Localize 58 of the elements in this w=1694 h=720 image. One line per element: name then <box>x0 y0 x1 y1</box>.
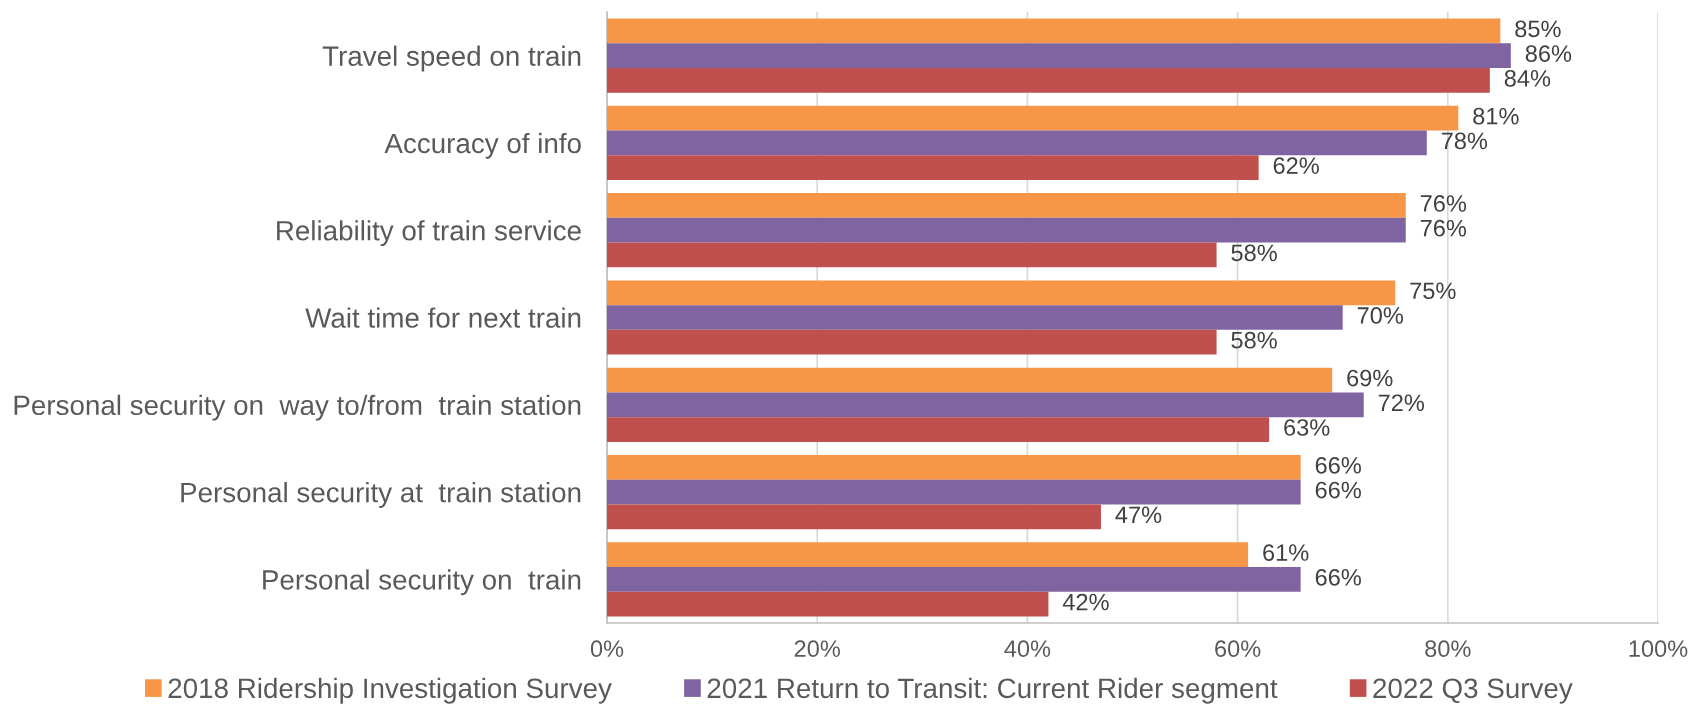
data-label: 62% <box>1273 157 1319 174</box>
y-tick-label: Accuracy of info <box>384 132 581 159</box>
data-label: 70% <box>1357 307 1404 324</box>
y-tick-label: Personal security at train station <box>181 482 581 508</box>
y-tick-label: Reliability of train service <box>277 220 581 247</box>
y-tick-label: Wait time for next train <box>305 307 581 328</box>
bar <box>607 280 1396 306</box>
legend-label: 2018 Ridership Investigation Survey <box>168 677 612 704</box>
data-label: 76% <box>1420 219 1467 237</box>
bar <box>607 305 1343 330</box>
data-label: 66% <box>1315 456 1361 474</box>
bar <box>607 367 1333 393</box>
bar <box>607 591 1049 617</box>
legend-label: 2021 Return to Transit: Current Rider segment <box>707 677 1278 704</box>
bar <box>607 392 1364 418</box>
data-label: 66% <box>1315 568 1361 586</box>
bar <box>607 130 1427 156</box>
x-tick-label: 80% <box>1425 640 1471 658</box>
data-label: 85% <box>1515 20 1561 38</box>
bar <box>607 18 1501 44</box>
x-tick-label: 60% <box>1215 640 1261 658</box>
data-label: 66% <box>1315 481 1361 499</box>
y-tick-label: Personal security on train <box>263 569 581 596</box>
legend-label: 2022 Q3 Survey <box>1373 678 1573 704</box>
bar <box>607 155 1259 181</box>
x-tick-label: 20% <box>794 640 840 658</box>
y-tick-label: Travel speed on train <box>322 45 581 72</box>
bar <box>607 566 1301 592</box>
bar <box>607 242 1217 268</box>
bar <box>607 217 1406 243</box>
data-label: 58% <box>1231 244 1277 262</box>
bar <box>607 542 1249 567</box>
data-label: 58% <box>1231 331 1277 349</box>
data-label: 78% <box>1441 132 1488 150</box>
data-label: 84% <box>1504 69 1551 87</box>
data-label: 81% <box>1473 107 1519 125</box>
bar <box>607 454 1301 480</box>
bar <box>607 329 1217 355</box>
x-tick-label: 40% <box>1004 640 1051 658</box>
bar <box>607 504 1101 530</box>
bar <box>607 479 1301 505</box>
bar <box>607 417 1270 442</box>
y-tick-label: Personal security on way to/from train station <box>14 394 581 421</box>
bar <box>607 193 1406 218</box>
data-label: 42% <box>1062 593 1109 611</box>
x-tick-label: 0% <box>590 640 624 658</box>
bar <box>607 68 1490 93</box>
bar <box>607 105 1459 131</box>
data-label: 69% <box>1347 369 1393 387</box>
data-label: 72% <box>1378 394 1425 412</box>
data-label: 47% <box>1115 506 1162 524</box>
data-label: 76% <box>1420 195 1467 212</box>
data-label: 75% <box>1410 282 1456 300</box>
x-tick-label: 100% <box>1629 640 1688 658</box>
data-label: 61% <box>1263 544 1309 561</box>
data-label: 86% <box>1525 45 1572 62</box>
bar <box>607 43 1511 69</box>
data-label: 63% <box>1284 419 1330 436</box>
